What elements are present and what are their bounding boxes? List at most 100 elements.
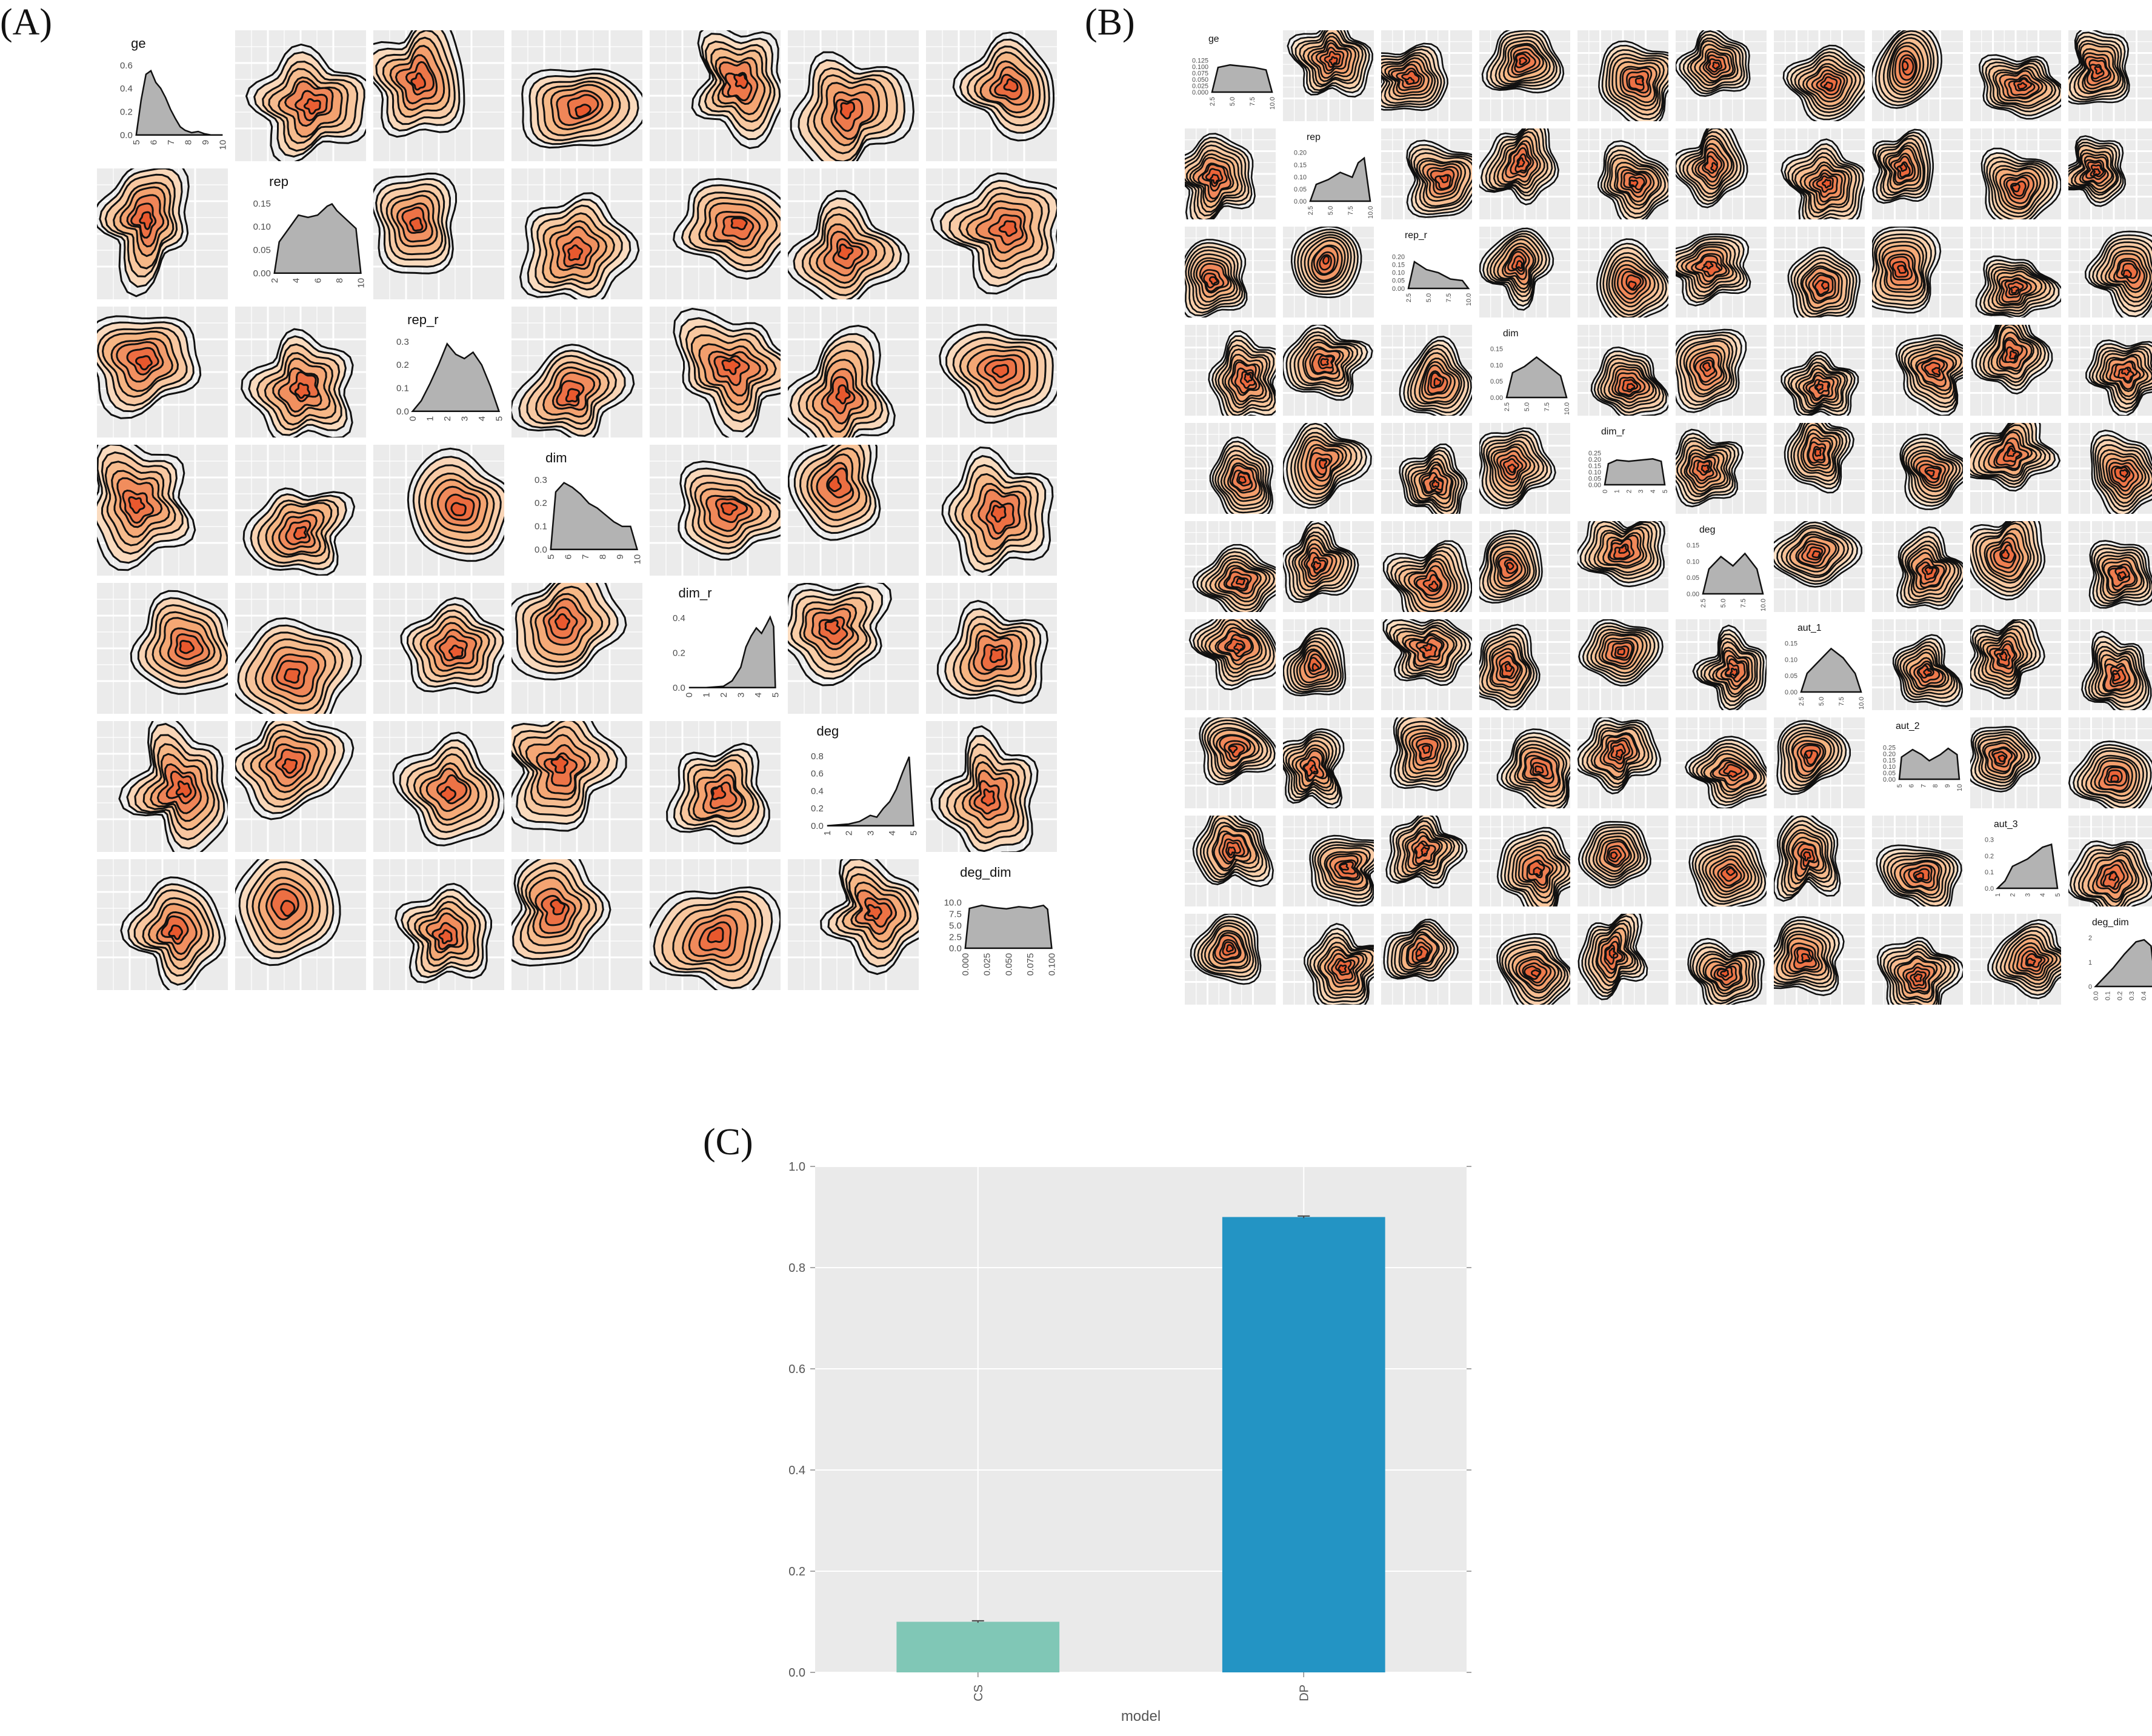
contour-cell-dim-vs-ge: [1185, 325, 1276, 416]
contour-cell-ge-vs-aut-3: [1970, 30, 2061, 121]
density-curve: [1898, 747, 1960, 780]
x-tick-label: 3: [460, 416, 470, 421]
y-tick-label: 0.2: [673, 648, 685, 658]
contour-plot: [926, 168, 1057, 299]
x-tick-label: 2: [719, 693, 729, 697]
contour-cell-deg-dim-vs-rep: [235, 859, 366, 990]
contour-plot: [1577, 325, 1668, 416]
contour-cell-dim-r-vs-rep-r: [1381, 423, 1472, 514]
contour-plot: [1872, 423, 1963, 514]
x-tick-label: 5.0: [1229, 97, 1236, 106]
y-tick-label: 0.15: [1883, 757, 1896, 764]
contour-cell-ge-vs-deg-dim: [926, 30, 1057, 161]
y-tick-label: 0.6: [788, 1363, 805, 1376]
contour-cell-dim-vs-rep: [1283, 325, 1374, 416]
variable-label-ge: ge: [1208, 34, 1219, 44]
variable-label-dim-r: dim_r: [1601, 427, 1625, 437]
x-tick-label: 10: [356, 278, 366, 288]
density-plot-dim-r: 0.0 0.2 0.4 0 1 2 3 4 5: [650, 583, 781, 714]
contour-cell-rep-r-vs-aut-1: [1774, 227, 1865, 318]
x-tick-label: 2: [844, 831, 854, 836]
contour-plot: [373, 445, 504, 576]
contour-cell-deg-vs-rep: [1283, 521, 1374, 612]
variable-label-dim: dim: [545, 450, 567, 465]
contour-plot: [1970, 423, 2061, 514]
density-plot-dim-r: 0.000.050.100.150.200.25 0 1 2 3 4 5: [1577, 423, 1668, 514]
y-tick-label: 0.20: [1294, 150, 1307, 157]
x-tick-label: 5: [909, 831, 919, 836]
variable-label-deg: deg: [816, 723, 839, 739]
density-plot-rep: 0.00 0.05 0.10 0.15 2 4 6 8 10: [235, 168, 366, 299]
contour-cell-dim-r-vs-deg: [788, 583, 919, 714]
x-tick-label: 10: [633, 554, 642, 565]
contour-cell-dim-vs-deg: [788, 445, 919, 576]
contour-cell-deg-dim-vs-dim-r: [1577, 914, 1668, 1005]
y-tick-label: 0.05: [1687, 574, 1699, 582]
diagonal-cell-aut-3: 0.0 0.1 0.2 0.3 1 2 3 4 5 aut_3: [1970, 816, 2061, 906]
contour-plot: [373, 583, 504, 714]
x-tick-label: 2.5: [1700, 599, 1707, 608]
contour-plot: [1577, 128, 1668, 219]
y-tick-label: 0.8: [811, 751, 824, 762]
contour-plot: [1185, 227, 1276, 318]
contour-cell-aut-3-vs-dim-r: [1577, 816, 1668, 906]
x-tick-label: 4: [753, 693, 764, 697]
density-curve: [1800, 647, 1862, 693]
contour-cell-deg-dim-vs-aut-2: [1872, 914, 1963, 1005]
contour-plot: [1676, 914, 1767, 1005]
y-tick-label: 0.2: [120, 107, 133, 118]
y-tick-label: 0.0: [120, 130, 133, 141]
contour-cell-dim-r-vs-rep: [1283, 423, 1374, 514]
contour-plot: [1577, 914, 1668, 1005]
variable-label-aut-2: aut_2: [1896, 721, 1920, 731]
contour-cell-deg-dim-vs-deg: [1676, 914, 1767, 1005]
x-tick-label: 1: [702, 693, 712, 697]
contour-plot: [373, 859, 504, 990]
contour-cell-deg-dim-vs-rep-r: [373, 859, 504, 990]
contour-plot: [1774, 717, 1865, 808]
contour-cell-aut-1-vs-aut-2: [1872, 619, 1963, 710]
x-tick-label: 2.5: [1405, 293, 1413, 302]
x-tick-label: 5: [495, 416, 504, 421]
contour-plot: [97, 721, 228, 852]
x-tick-label: 10: [1956, 784, 1963, 791]
contour-plot: [1185, 717, 1276, 808]
x-tick-label: 8: [335, 278, 345, 283]
contour-cell-rep-vs-dim: [511, 168, 642, 299]
contour-plot: [1676, 30, 1767, 121]
x-tick-label: 0.075: [1025, 953, 1036, 976]
y-tick-label: 0.00: [1490, 394, 1503, 402]
contour-plot: [1185, 619, 1276, 710]
y-tick-label: 0.2: [535, 498, 547, 508]
contour-cell-rep-vs-deg-dim: [2068, 128, 2152, 219]
contour-plot: [1479, 227, 1570, 318]
contour-plot: [1676, 325, 1767, 416]
contour-plot: [97, 168, 228, 299]
y-tick-label: 0.1: [396, 384, 409, 394]
y-tick-label: 0.3: [535, 475, 547, 485]
y-tick-label: 7.5: [949, 909, 962, 919]
contour-cell-dim-r-vs-dim: [1479, 423, 1570, 514]
x-tick-label: 0.3: [2128, 991, 2136, 1000]
density-curve: [827, 756, 914, 827]
x-tick-label: 4: [1650, 490, 1657, 493]
contour-plot: [1283, 325, 1374, 416]
contour-plot: [788, 168, 919, 299]
y-tick-label: 0.05: [1883, 770, 1896, 777]
contour-cell-aut-1-vs-ge: [1185, 619, 1276, 710]
contour-cell-aut-1-vs-deg-dim: [2068, 619, 2152, 710]
y-tick-label: 0.15: [1490, 346, 1503, 353]
contour-plot: [1479, 619, 1570, 710]
y-tick-label: 0.10: [1588, 469, 1601, 476]
y-tick-label: 0.00: [1588, 482, 1601, 489]
diagonal-cell-rep-r: 0.0 0.1 0.2 0.3 0 1 2 3 4 5 rep_r: [373, 307, 504, 437]
x-tick-label: 0.4: [2140, 991, 2148, 1000]
contour-plot: [926, 307, 1057, 437]
contour-plot: [1381, 816, 1472, 906]
density-plot-deg-dim: 0.02.55.07.510.0 0.000 0.025 0.050 0.075 0.10…: [926, 859, 1057, 990]
contour-plot: [1774, 30, 1865, 121]
y-tick-label: 0.10: [1294, 174, 1307, 181]
y-tick-label: 0.05: [1392, 278, 1405, 285]
contour-cell-ge-vs-dim: [511, 30, 642, 161]
